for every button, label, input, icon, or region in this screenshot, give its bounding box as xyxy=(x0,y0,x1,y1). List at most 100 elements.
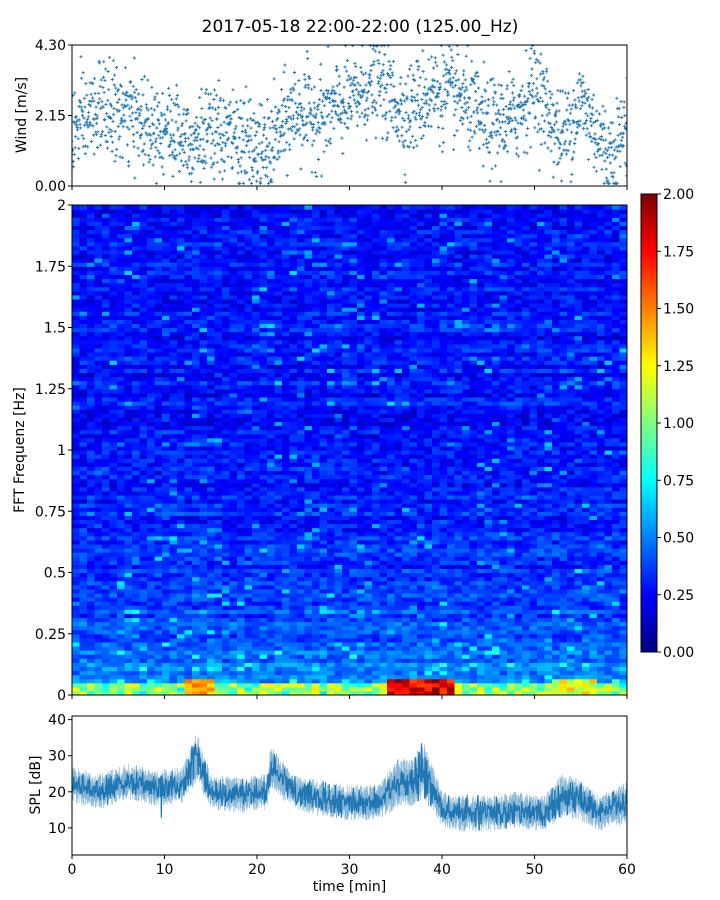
spectrogram-cell xyxy=(597,617,606,623)
spectrogram-cell xyxy=(342,556,351,561)
spectrogram-cell xyxy=(147,597,156,602)
spectrogram-cell xyxy=(199,609,208,614)
spectrogram-cell xyxy=(319,662,328,668)
spectrogram-cell xyxy=(124,617,133,623)
spectrogram-cell xyxy=(409,556,418,561)
spectrogram-cell xyxy=(207,621,216,627)
wind-point xyxy=(512,84,516,88)
wind-point xyxy=(443,99,447,103)
spectrogram-cell xyxy=(544,621,553,627)
spectrogram-cell xyxy=(297,646,306,651)
wind-point xyxy=(100,132,104,136)
spectrogram-cell xyxy=(102,584,111,590)
wind-point xyxy=(282,99,286,103)
spectrogram-cell xyxy=(619,576,627,582)
spectrogram-cell xyxy=(162,576,171,582)
wind-point xyxy=(498,132,502,136)
wind-point xyxy=(556,138,561,142)
wind-point xyxy=(539,72,543,76)
wind-point xyxy=(462,109,466,113)
wind-point xyxy=(185,166,189,170)
spectrogram-cell xyxy=(469,690,478,695)
wind-point xyxy=(493,91,497,95)
spectrogram-cell xyxy=(394,548,403,553)
wind-point xyxy=(552,160,556,164)
spectrogram-cell xyxy=(184,637,193,643)
spectrogram-cell xyxy=(214,662,223,668)
spectrogram-cell xyxy=(102,564,111,570)
spectrogram-cell xyxy=(612,597,621,602)
spectrogram-cell xyxy=(499,617,508,623)
spectrogram-cell xyxy=(199,629,208,635)
spectrogram-cell xyxy=(297,568,306,574)
spectrogram-cell xyxy=(267,617,276,623)
spectrogram-cell xyxy=(574,633,583,639)
spectrogram-cell xyxy=(244,686,253,692)
wind-point xyxy=(490,136,494,140)
wind-point xyxy=(312,122,316,127)
spectrogram-cell xyxy=(289,556,298,561)
spectrogram-cell xyxy=(259,605,268,610)
spectrogram-cell xyxy=(597,531,606,537)
spectrogram-cell xyxy=(207,568,216,574)
spectrogram-cell xyxy=(514,552,523,557)
spectrogram-cell xyxy=(79,682,88,688)
spectrogram-cell xyxy=(154,568,163,574)
spectrogram-cell xyxy=(327,678,336,684)
spectrogram-cell xyxy=(154,588,163,594)
spectrogram-cell xyxy=(612,674,621,680)
spectrogram-cell xyxy=(387,564,396,570)
spectrogram-cell xyxy=(87,670,96,676)
spectrogram-cell xyxy=(559,633,568,639)
spectrogram-cell xyxy=(244,523,253,529)
spectrogram-cell xyxy=(552,519,561,525)
spectrogram-cell xyxy=(604,543,613,549)
spectrogram-cell xyxy=(544,654,553,659)
spectrogram-cell xyxy=(139,633,148,639)
spectrogram-cell xyxy=(567,539,576,545)
wind-point xyxy=(188,142,192,146)
spectrogram-cell xyxy=(259,592,268,598)
spectrogram-cell xyxy=(409,654,418,659)
spectrogram-cell xyxy=(589,690,598,695)
wind-point xyxy=(423,93,428,97)
spectrogram-cell xyxy=(349,523,358,529)
spectrogram-cell xyxy=(409,543,418,549)
wind-point xyxy=(564,139,568,143)
spectrogram-cell xyxy=(274,621,283,627)
spectrogram-cell xyxy=(184,605,193,610)
spectrogram-cell xyxy=(132,613,141,619)
spectrogram-cell xyxy=(529,548,538,553)
wind-point xyxy=(84,82,88,86)
spectrogram-cell xyxy=(537,548,546,553)
spectrogram-cell xyxy=(184,629,193,635)
wind-point xyxy=(614,155,618,159)
spectrogram-cell xyxy=(237,633,246,639)
spectrogram-cell xyxy=(552,588,561,594)
spectrogram-cell xyxy=(79,584,88,590)
spectrogram-cell xyxy=(177,548,186,553)
spectrogram-cell xyxy=(229,609,238,614)
wind-point xyxy=(397,107,401,112)
spectrogram-cell xyxy=(424,535,433,541)
spectrogram-cell xyxy=(604,662,613,668)
wind-point xyxy=(254,159,258,163)
spectrogram-cell xyxy=(447,641,456,647)
spectrogram-cell xyxy=(297,584,306,590)
spectrogram-cell xyxy=(319,666,328,672)
spectrogram-cell xyxy=(559,539,568,545)
spectrogram-cell xyxy=(304,584,313,590)
spectrogram-cell xyxy=(109,580,118,586)
wind-point xyxy=(479,121,483,125)
wind-point xyxy=(135,130,139,135)
spectrogram-cell xyxy=(117,605,126,610)
wind-point xyxy=(296,129,300,133)
spectrogram-cell xyxy=(492,580,501,586)
spectrogram-cell xyxy=(154,531,163,537)
spectrogram-cell xyxy=(492,609,501,614)
spectrogram-cell xyxy=(139,564,148,570)
spectrogram-cell xyxy=(529,609,538,614)
spectrogram-cell xyxy=(267,572,276,578)
spectrogram-cell xyxy=(612,686,621,692)
spectrogram-cell xyxy=(274,633,283,639)
